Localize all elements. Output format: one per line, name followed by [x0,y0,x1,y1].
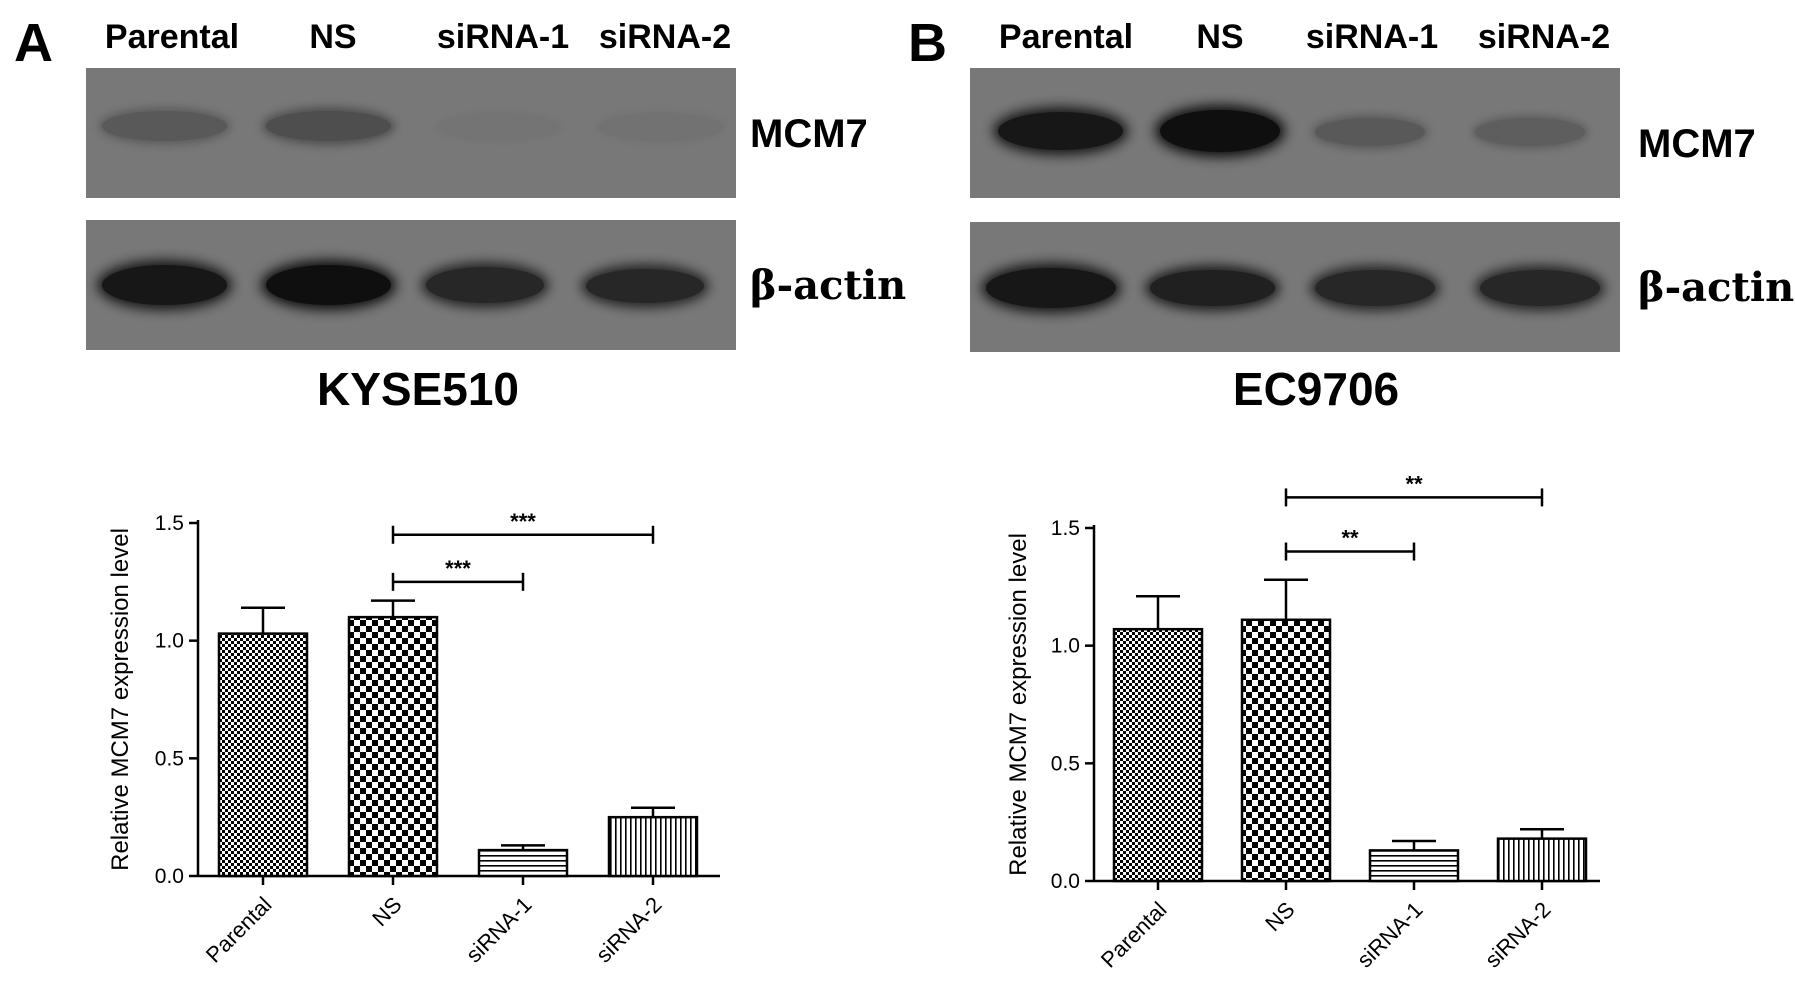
blot-band [102,111,227,141]
blot-band [426,267,544,303]
y-axis-label: Relative MCM7 expression level [1005,533,1032,876]
western-blot-beta-actin [970,222,1620,352]
protein-label-mcm7: MCM7 [750,112,868,156]
x-tick-label: siRNA-2 [591,892,667,968]
significance-label: ** [1341,526,1359,551]
y-tick-label: 0.5 [155,747,184,770]
x-tick-label: siRNA-1 [1352,897,1428,973]
y-tick-label: 0.5 [1051,752,1080,775]
x-tick-label: Parental [201,892,277,968]
y-tick-label: 1.0 [155,630,184,653]
x-tick-label: siRNA-2 [1480,897,1556,973]
blot-band [1480,270,1600,306]
western-blot-mcm7 [86,68,736,198]
blot-band [586,269,704,303]
y-tick-label: 0.0 [155,865,184,888]
lane-label-parental: Parental [104,18,240,56]
blot-band [436,113,561,141]
protein-label-beta-actin: β-actin [1638,264,1795,311]
blot-band [102,265,227,305]
western-blot-mcm7 [970,68,1620,198]
western-blot-beta-actin [86,220,736,350]
bar-chart-kyse510: 0.0 0.5 1.0 1.5 Relative MCM7 expression lev… [107,509,720,968]
cell-line-label: KYSE510 [316,363,520,415]
x-tick-label: NS [367,892,406,931]
blot-band [998,112,1123,150]
bar-chart-ec9706: 0.0 0.5 1.0 1.5 Relative MCM7 expression lev… [1005,471,1600,973]
lane-label-parental: Parental [998,18,1134,56]
bar [217,632,309,878]
lane-label-ns: NS [309,18,357,56]
lane-label-sirna-2: siRNA-2 [1477,18,1611,56]
lane-label-ns: NS [1196,18,1244,56]
x-tick-label: NS [1260,897,1299,936]
bar [1240,618,1332,883]
panel-label: A [14,13,53,73]
protein-label-beta-actin: β-actin [750,262,907,309]
y-tick-label: 0.0 [1051,870,1080,893]
y-tick-label: 1.0 [1051,635,1080,658]
bar [477,848,569,878]
blot-band [1150,270,1275,306]
blot-band [1315,118,1425,146]
blot-band [1160,110,1280,152]
y-axis-label: Relative MCM7 expression level [107,528,134,871]
panel-label: B [908,13,947,73]
y-tick-label: 1.5 [1051,517,1080,540]
blot-band [1475,118,1585,146]
protein-label-mcm7: MCM7 [1638,122,1756,166]
x-tick-label: siRNA-1 [461,892,537,968]
lane-label-sirna-1: siRNA-1 [1305,18,1439,56]
blot-band [266,111,391,141]
cell-line-label: EC9706 [1232,363,1400,415]
blot-band [986,268,1116,308]
lane-label-sirna-2: siRNA-2 [598,18,732,56]
bar [1496,837,1588,883]
bar [347,615,439,878]
significance-label: ** [1405,471,1423,496]
x-tick-label: Parental [1096,897,1172,973]
panel-a: A Parental NS siRNA-1 siRNA-2 MCM7 β-act… [0,0,906,998]
blot-band [1315,270,1435,306]
significance-label: *** [445,556,471,581]
significance-label: *** [510,509,536,534]
bar [607,815,699,878]
y-tick-label: 1.5 [155,512,184,535]
lane-label-sirna-1: siRNA-1 [436,18,570,56]
panel-b: B Parental NS siRNA-1 siRNA-2 MCM7 β-act… [898,0,1795,998]
bar [1112,627,1204,883]
blot-band [266,265,391,305]
bar [1368,849,1460,883]
blot-band [598,113,723,141]
